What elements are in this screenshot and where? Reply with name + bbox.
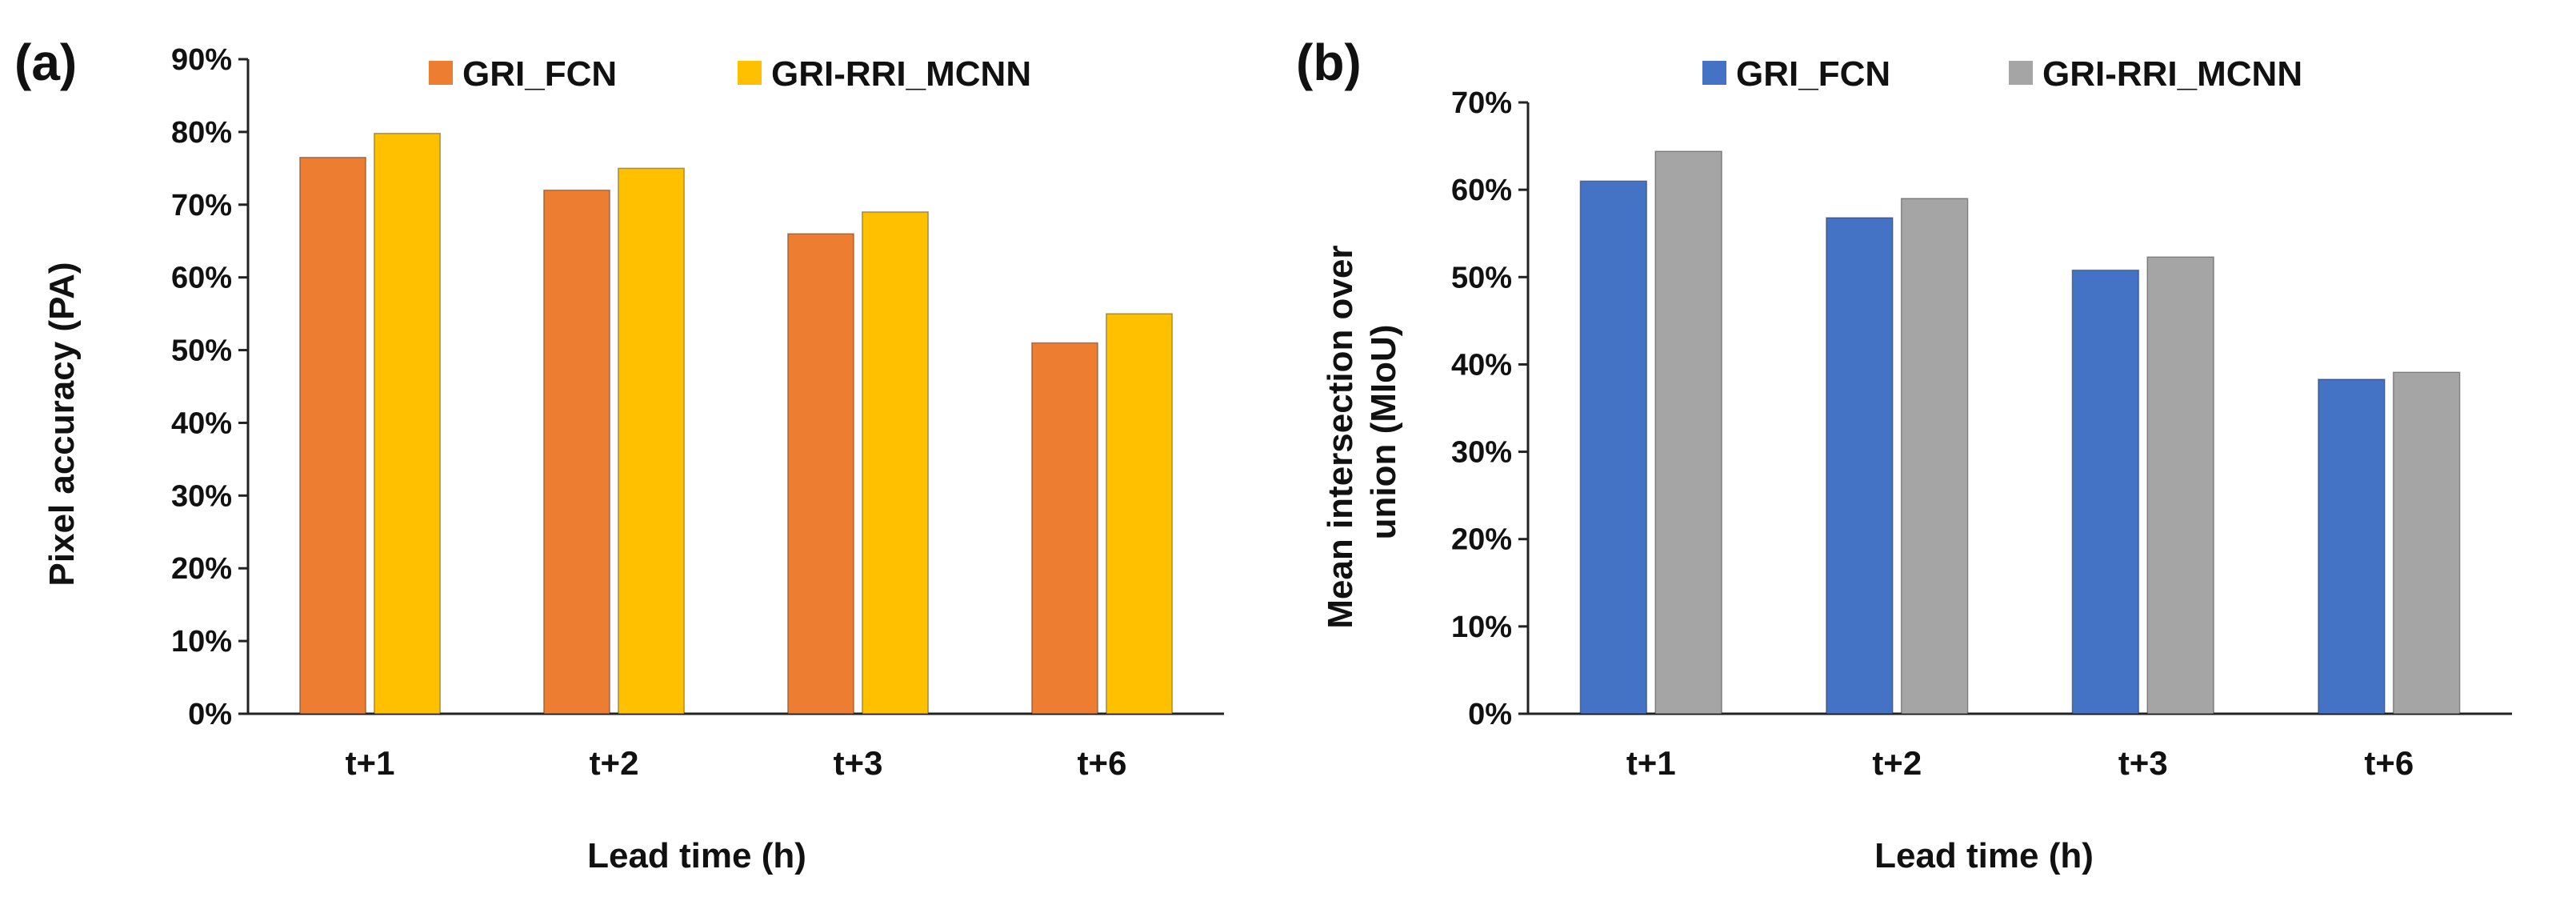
legend: GRI_FCN GRI-RRI_MCNN: [429, 54, 1031, 94]
y-tick-label: 30%: [171, 479, 232, 513]
plot-area: 0% 10% 20% 30% 40% 50% 60% 70% 80% 90% t+1 t+2 t+3 t+…: [171, 43, 1224, 782]
legend: GRI_FCN GRI-RRI_MCNN: [1702, 54, 2302, 94]
y-tick-label: 20%: [1451, 523, 1512, 557]
plot-area: 0% 10% 20% 30% 40% 50% 60% 70% t+1 t+2 t+3 t+6: [1451, 86, 2512, 782]
y-tick-label: 20%: [171, 552, 232, 586]
y-tick-label: 40%: [171, 406, 232, 440]
legend-swatch-gri-fcn: [1702, 61, 1726, 85]
y-tick-label: 50%: [1451, 261, 1512, 294]
bar-gri-rri-mcnn-t1: [374, 132, 441, 715]
legend-swatch-gri-rri-mcnn: [2009, 61, 2033, 85]
bar-gri-fcn-t2: [1826, 217, 1894, 715]
y-tick-label: 30%: [1451, 436, 1512, 470]
x-tick-label: t+6: [2364, 744, 2414, 782]
legend-swatch-gri-rri-mcnn: [738, 61, 762, 85]
y-tick-label: 10%: [171, 625, 232, 659]
panel-label: (a): [14, 34, 77, 91]
x-tick-label: t+1: [346, 744, 395, 782]
y-tick-label: 0%: [188, 698, 232, 731]
x-tick-label: t+3: [2118, 744, 2168, 782]
x-tick-label: t+2: [1872, 744, 1922, 782]
x-tick-label: t+1: [1626, 744, 1676, 782]
legend-label-gri-rri-mcnn: GRI-RRI_MCNN: [771, 54, 1031, 94]
legend-label-gri-fcn: GRI_FCN: [1736, 54, 1890, 94]
y-tick-label: 60%: [171, 262, 232, 295]
y-tick-label: 40%: [1451, 348, 1512, 382]
y-tick-label: 70%: [1451, 86, 1512, 120]
y-axis-title-line-1: Mean intersection over: [1321, 245, 1360, 628]
bar-gri-rri-mcnn-t2: [1900, 198, 1969, 715]
y-tick-label: 60%: [1451, 174, 1512, 207]
x-axis-title: Lead time (h): [1874, 836, 2094, 875]
bar-gri-rri-mcnn-t3: [2146, 256, 2214, 715]
bar-gri-fcn-t2: [543, 189, 610, 715]
y-tick-label: 0%: [1468, 698, 1512, 731]
y-axis-title: Pixel accuracy (PA): [42, 262, 82, 586]
bar-gri-fcn-t1: [1579, 180, 1648, 715]
panel-label: (b): [1296, 34, 1362, 91]
chart-panel-a: (a) Pixel accuracy (PA) Lead time (h) GR…: [14, 34, 1224, 875]
bar-gri-fcn-t6: [2318, 378, 2386, 715]
y-tick-label: 10%: [1451, 611, 1512, 644]
bar-gri-fcn-t3: [787, 233, 854, 715]
legend-label-gri-fcn: GRI_FCN: [462, 54, 617, 94]
x-tick-label: t+2: [590, 744, 639, 782]
chart-panel-b: (b) Mean intersection over union (MIoU) …: [1296, 34, 2512, 875]
x-axis-title: Lead time (h): [587, 836, 806, 875]
legend-swatch-gri-fcn: [429, 61, 453, 85]
y-tick-label: 50%: [171, 334, 232, 368]
bar-gri-rri-mcnn-t6: [2392, 371, 2461, 715]
y-axis-title-line-2: union (MIoU): [1364, 325, 1403, 540]
bar-gri-fcn-t3: [2071, 269, 2140, 715]
bar-gri-fcn-t6: [1031, 342, 1098, 715]
x-tick-label: t+6: [1078, 744, 1127, 782]
y-tick-label: 80%: [171, 116, 232, 150]
x-tick-label: t+3: [834, 744, 883, 782]
y-axis-title: Mean intersection over union (MIoU): [1321, 235, 1403, 629]
bar-gri-rri-mcnn-t3: [862, 211, 929, 715]
y-tick-label: 70%: [171, 189, 232, 222]
bar-gri-rri-mcnn-t6: [1106, 313, 1173, 715]
y-tick-label: 90%: [171, 43, 232, 77]
bar-gri-rri-mcnn-t1: [1654, 150, 1722, 715]
bar-gri-rri-mcnn-t2: [618, 167, 685, 715]
bar-gri-fcn-t1: [299, 156, 366, 715]
legend-label-gri-rri-mcnn: GRI-RRI_MCNN: [2042, 54, 2302, 94]
